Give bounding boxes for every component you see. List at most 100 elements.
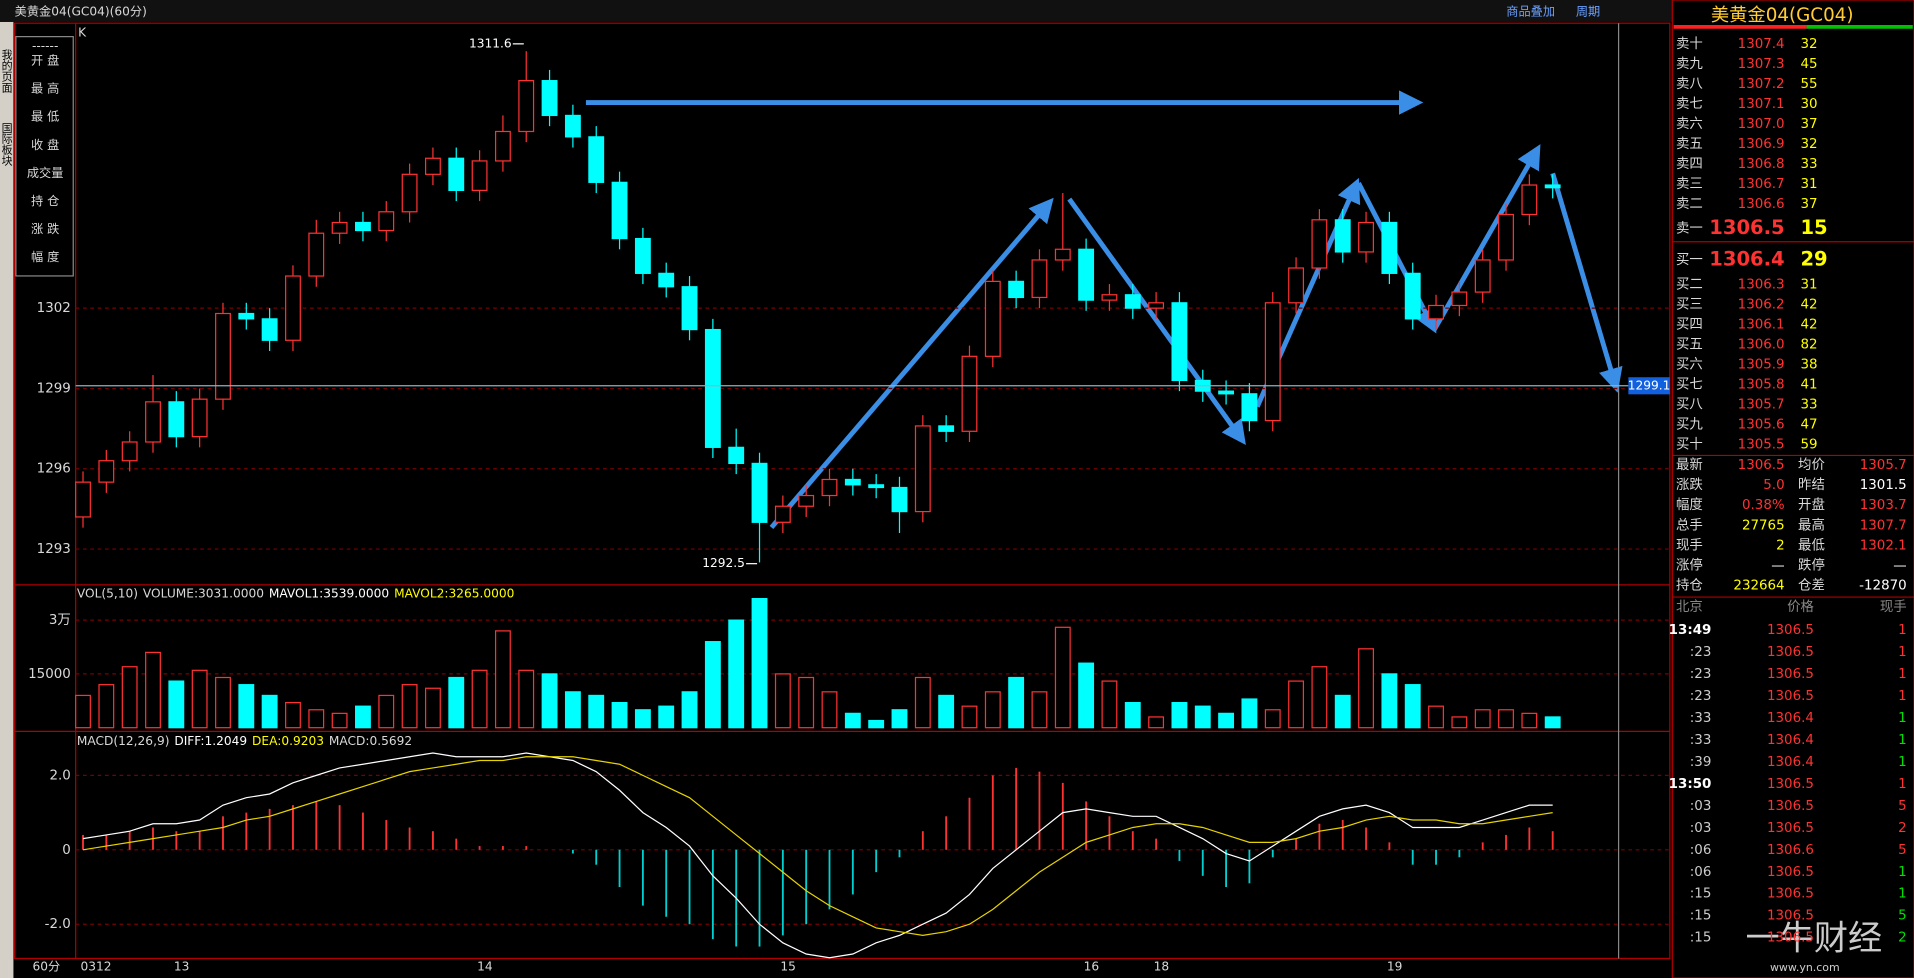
- volume-bar: [588, 694, 605, 729]
- volume-bar: [1008, 676, 1025, 729]
- volume-bar: [145, 651, 161, 729]
- stat-value: 1301.5: [1860, 478, 1907, 493]
- volume-bar: [1404, 684, 1421, 729]
- toolbar-item[interactable]: 幅 度: [31, 249, 59, 264]
- volume-bar: [401, 684, 418, 729]
- candle-body: [1101, 294, 1118, 301]
- tick-volume: 1: [1898, 645, 1907, 660]
- toolbar-item[interactable]: 涨 跌: [31, 221, 59, 236]
- volume-bar: [75, 694, 91, 729]
- link[interactable]: 商品叠加: [1506, 4, 1555, 19]
- candle-body: [611, 181, 628, 240]
- volume-bar: [378, 694, 395, 729]
- volume-bar: [1031, 691, 1048, 729]
- volume-bar: [728, 619, 745, 729]
- arrow: [769, 197, 1054, 530]
- stat-value: 1305.7: [1860, 458, 1907, 473]
- volume-bar: [1451, 716, 1468, 729]
- volume-bar: [1288, 680, 1305, 729]
- volume-bar: [938, 694, 955, 729]
- candle-body: [681, 286, 698, 331]
- volume-bar: [355, 705, 371, 729]
- stat-value: 1302.1: [1860, 538, 1907, 553]
- tick-time: :15: [1690, 887, 1712, 902]
- book-price: 1305.6: [1738, 418, 1785, 433]
- book-label: 买九: [1676, 417, 1703, 433]
- tick-volume: 1: [1898, 711, 1907, 726]
- tick-price: 1306.4: [1767, 711, 1814, 726]
- volume-bar: [1148, 716, 1165, 729]
- stat-label: 昨结: [1798, 477, 1825, 493]
- tick-volume: 1: [1898, 755, 1907, 770]
- book-label: 买六: [1676, 357, 1703, 373]
- candle-body: [1008, 280, 1025, 299]
- candle-body: [285, 275, 301, 341]
- x-tick-label: 18: [1154, 960, 1170, 974]
- tick-time: :33: [1690, 733, 1712, 748]
- ticks-header: 现手: [1880, 599, 1907, 615]
- toolbar-item[interactable]: 持 仓: [31, 193, 59, 208]
- tick-volume: 1: [1898, 689, 1907, 704]
- volume-bar: [98, 684, 115, 729]
- side-tab[interactable]: 国际板块: [0, 122, 13, 167]
- volume-bar: [844, 712, 861, 729]
- x-tick-label: 13: [174, 960, 190, 974]
- candle-body: [728, 446, 745, 465]
- toolbar-item[interactable]: 收 盘: [31, 137, 59, 152]
- book-volume: 30: [1800, 97, 1817, 112]
- book-price: 1306.2: [1738, 298, 1785, 313]
- book-price: 1306.6: [1738, 197, 1785, 212]
- book-volume: 32: [1800, 137, 1817, 152]
- book-volume: 29: [1800, 248, 1827, 271]
- side-tab[interactable]: 我的页面: [0, 49, 13, 93]
- toolbar-item[interactable]: 成交量: [27, 165, 64, 180]
- book-price: 1305.7: [1738, 398, 1785, 413]
- book-price: 1306.9: [1738, 137, 1785, 152]
- title-part: VOLUME:3031.0000: [143, 586, 264, 600]
- volume-bar: [1054, 626, 1071, 729]
- y-tick-label: 1296: [37, 462, 71, 477]
- candle-body: [355, 221, 371, 232]
- candle-body: [1334, 219, 1351, 253]
- tick-volume: 1: [1898, 865, 1907, 880]
- toolbar-item[interactable]: 最 低: [31, 110, 59, 124]
- book-label: 卖二: [1676, 196, 1703, 212]
- tick-volume: 2: [1898, 821, 1907, 836]
- tick-volume: 1: [1898, 623, 1907, 638]
- y-tick-label: 15000: [28, 667, 71, 682]
- candle-body: [1171, 302, 1188, 382]
- book-price: 1306.3: [1738, 277, 1785, 292]
- toolbar-item[interactable]: 最 高: [31, 81, 59, 96]
- book-label: 买十: [1676, 437, 1703, 453]
- book-volume: 15: [1800, 216, 1827, 239]
- volume-bar: [285, 701, 301, 729]
- tick-price: 1306.4: [1767, 733, 1814, 748]
- candle-body: [378, 211, 395, 232]
- book-label: 买五: [1676, 337, 1703, 353]
- link[interactable]: 周期: [1576, 5, 1600, 19]
- cursor-label: 1299.1: [1628, 378, 1671, 392]
- stat-label: 跌停: [1798, 556, 1825, 573]
- chart-frame: [14, 22, 1671, 960]
- title-part: MAVOL2:3265.0000: [394, 586, 514, 600]
- y-tick-label: 1302: [37, 301, 71, 316]
- tick-time: :23: [1690, 689, 1712, 704]
- y-tick-label: 1293: [37, 542, 71, 557]
- top-bar: [0, 0, 1914, 22]
- book-volume: 31: [1800, 177, 1817, 192]
- stat-label: 总手: [1676, 517, 1703, 533]
- toolbar-item[interactable]: 开 盘: [31, 53, 59, 68]
- stat-label: 涨停: [1676, 556, 1703, 573]
- book-volume: 38: [1800, 358, 1817, 373]
- title-part: MACD(12,26,9): [77, 734, 170, 748]
- volume-bar: [984, 691, 1001, 729]
- candle-body: [1358, 221, 1374, 253]
- candle-body: [658, 272, 675, 288]
- candle-body: [891, 486, 908, 513]
- tick-price: 1306.5: [1767, 667, 1814, 682]
- volume-bar: [238, 684, 255, 729]
- candle-body: [1148, 302, 1165, 309]
- candle-body: [494, 130, 511, 162]
- book-label: 卖七: [1676, 96, 1703, 112]
- book-label: 卖四: [1676, 156, 1703, 172]
